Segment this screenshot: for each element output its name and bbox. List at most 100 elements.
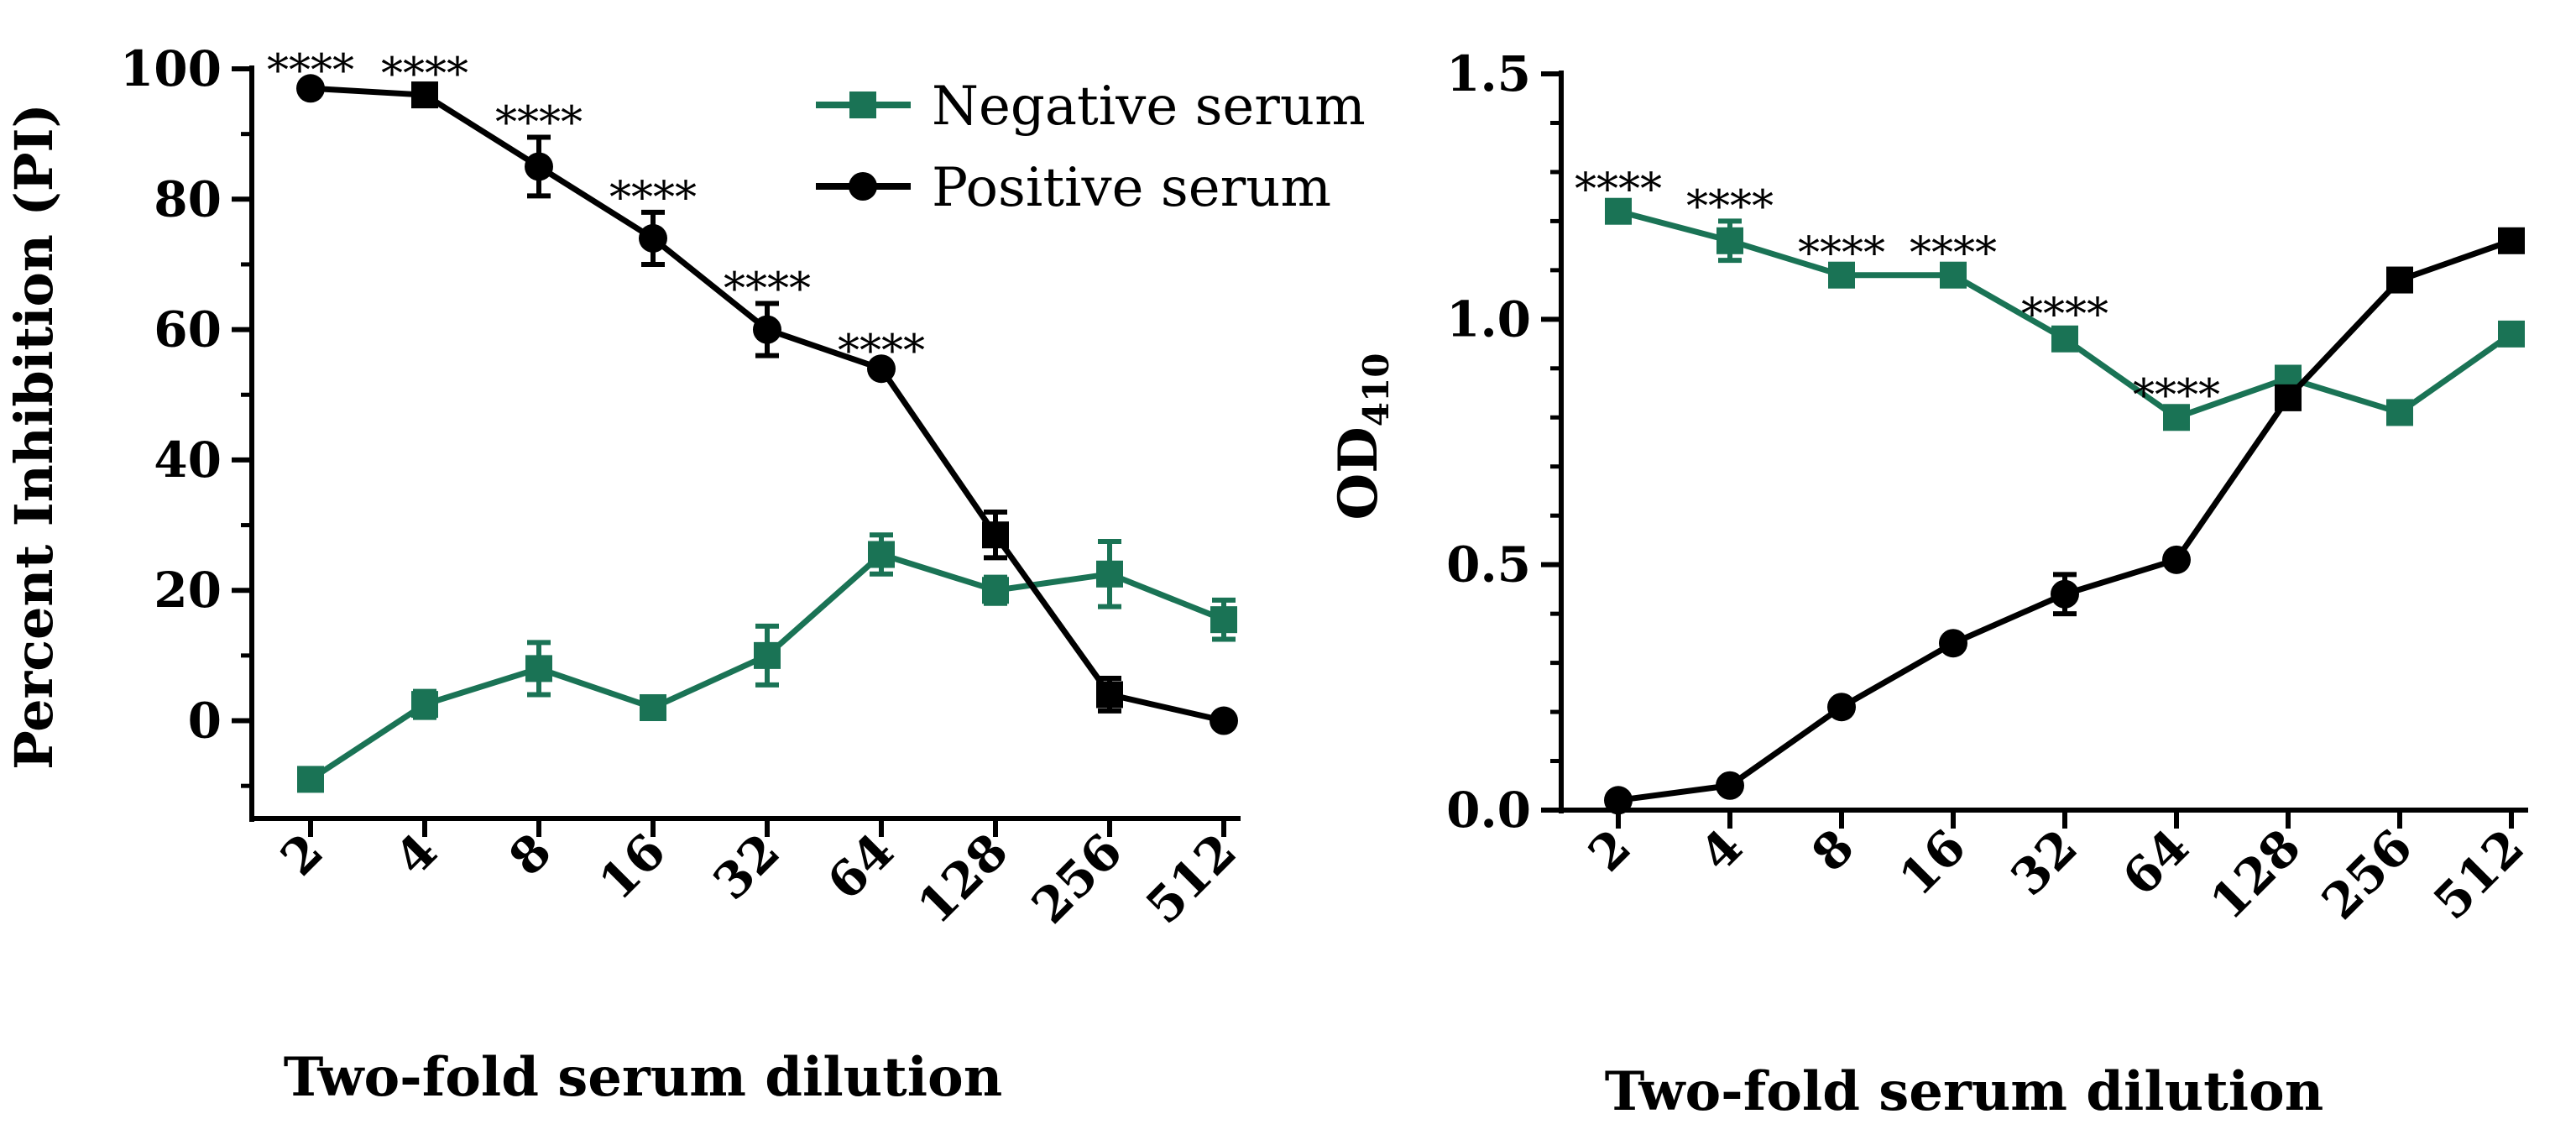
positive-serum-series [1604,227,2525,815]
data-point [982,577,1009,604]
x-tick-label: 128 [2199,818,2312,931]
left-significance-marks: **** **** **** **** **** **** [267,45,925,376]
data-point [640,693,666,721]
legend-negative-label: Negative serum [932,76,1366,138]
data-point [868,541,895,568]
x-tick-label: 8 [1800,818,1865,883]
right-series [1604,197,2525,815]
data-point [1096,560,1123,588]
x-tick-label: 4 [384,823,448,887]
right-y-axis-label-main: OD [1327,426,1390,520]
legend-negative-marker [849,92,876,118]
left-axes [249,65,1241,822]
left-y-axis-label: Percent Inhibition (PI) [3,103,65,770]
significance-stars: **** [724,264,811,315]
left-series [296,74,1238,793]
right-x-ticks: 2 4 8 16 32 64 128 256 512 [1577,810,2535,931]
data-point [1605,197,1632,225]
right-y-axis-label: OD410 [1327,353,1397,520]
data-point [754,641,781,669]
data-point [2498,227,2525,254]
left-x-axis-label: Two-fold serum dilution [284,1046,1003,1109]
data-point [525,152,553,181]
x-tick-label: 32 [2000,818,2088,907]
data-point [296,74,325,103]
right-y-axis-label-subscript: 410 [1356,353,1397,427]
data-point [1604,786,1633,815]
data-point [2498,320,2525,348]
percent-inhibition-chart: 0 20 40 60 80 100 2 4 8 16 32 64 128 256 512 Percent … [3,40,1366,1109]
significance-stars: **** [609,173,697,223]
y-tick-label: 80 [154,170,222,227]
od410-chart: 0.0 0.5 1.0 1.5 2 4 8 16 32 64 128 256 512 OD410 Tw… [1327,45,2535,1123]
y-tick-label: 0.5 [1446,536,1531,594]
data-point [753,315,781,344]
right-significance-marks: **** **** **** **** **** **** [1575,165,2220,421]
data-point [297,766,324,793]
y-tick-label: 60 [154,301,222,358]
x-tick-label: 2 [269,823,334,887]
left-y-ticks: 0 20 40 60 80 100 [120,40,252,788]
positive-serum-series [296,74,1238,735]
x-tick-label: 256 [2311,818,2423,931]
data-point [1828,261,1855,289]
data-point [2051,579,2079,609]
data-point [1827,693,1856,722]
y-tick-label: 100 [120,40,222,97]
data-point [525,655,552,682]
x-tick-label: 16 [1889,818,1977,907]
legend-positive-label: Positive serum [932,157,1331,219]
left-x-ticks: 2 4 8 16 32 64 128 256 512 [269,818,1247,935]
data-point [2386,399,2413,426]
x-tick-label: 256 [1021,823,1133,935]
x-tick-label: 2 [1577,818,1642,883]
y-tick-label: 0.0 [1446,782,1531,839]
data-point [1716,771,1744,800]
data-point [2162,545,2191,574]
significance-stars: **** [1910,228,1997,279]
significance-stars: **** [1798,228,1885,279]
data-point [2386,266,2413,294]
significance-stars: **** [838,326,925,376]
significance-stars: **** [2021,290,2108,340]
x-tick-label: 512 [2422,818,2535,931]
data-point [411,691,438,719]
data-point [411,81,438,109]
significance-stars: **** [495,98,583,149]
x-tick-label: 4 [1689,818,1753,883]
data-point [639,223,667,253]
x-tick-label: 512 [1135,823,1247,935]
data-point [2275,384,2302,411]
data-point [1210,706,1238,735]
y-tick-label: 20 [154,562,222,619]
y-tick-label: 1.5 [1446,45,1531,102]
x-tick-label: 32 [703,823,791,911]
significance-stars: **** [2133,370,2220,421]
negative-serum-series [1605,197,2525,431]
significance-stars: **** [1575,165,1662,215]
data-point [1096,681,1123,709]
right-y-ticks: 0.0 0.5 1.0 1.5 [1446,45,1561,839]
right-axes [1559,71,2528,813]
x-tick-label: 8 [498,823,562,887]
data-point [1939,629,1967,658]
right-x-axis-label: Two-fold serum dilution [1605,1060,2324,1123]
data-point [2051,325,2078,353]
legend-positive-marker [849,172,877,201]
y-tick-label: 1.0 [1446,290,1531,348]
data-point [2163,404,2190,431]
x-tick-label: 128 [907,823,1019,935]
y-tick-label: 40 [154,431,222,489]
x-tick-label: 64 [817,823,905,911]
significance-stars: **** [381,49,468,99]
x-tick-label: 16 [588,823,677,911]
significance-stars: **** [267,45,354,96]
data-point [982,521,1009,549]
significance-stars: **** [1686,181,1774,232]
negative-serum-series [297,532,1237,793]
data-point [1716,227,1743,254]
y-tick-label: 0 [188,693,222,750]
x-tick-label: 64 [2112,818,2200,907]
legend: Negative serum Positive serum [816,76,1366,219]
